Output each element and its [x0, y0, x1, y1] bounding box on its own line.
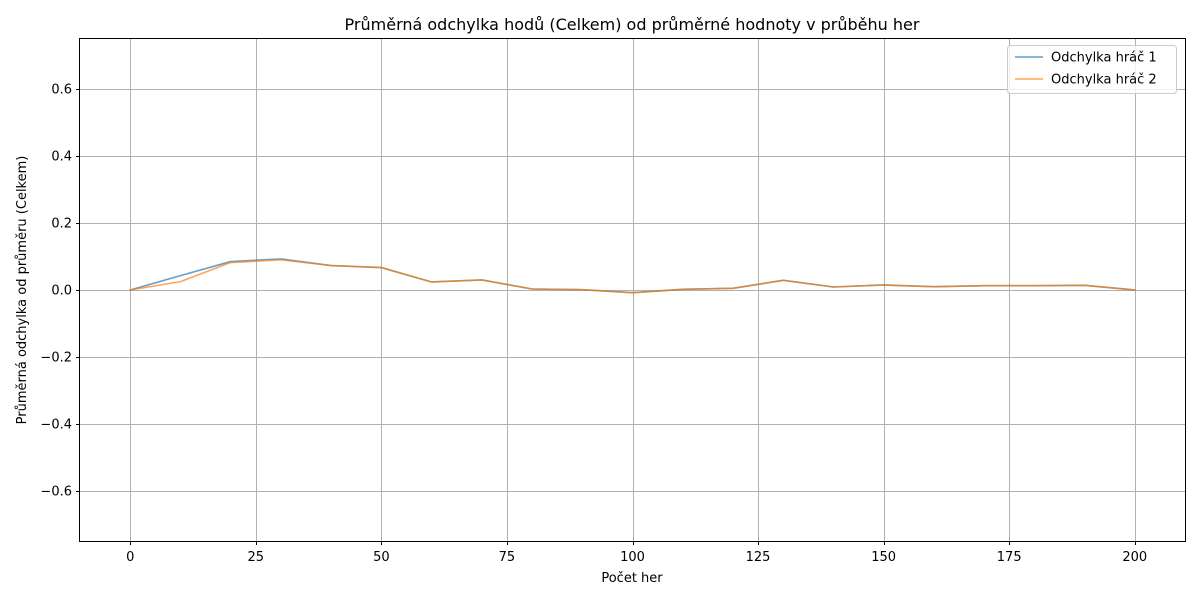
legend-box: [1007, 45, 1177, 94]
x-tick-label: 50: [373, 550, 390, 565]
x-tick-label: 100: [620, 550, 645, 565]
series-line-1: [129, 258, 1136, 294]
x-tick-label: 0: [126, 550, 134, 565]
x-tick-label: 25: [248, 550, 265, 565]
y-tick-label: −0.2: [40, 350, 72, 365]
y-tick-label: −0.6: [40, 484, 72, 499]
x-tick-label: 150: [871, 550, 896, 565]
x-axis-label: Počet her: [601, 571, 663, 586]
series-line-2: [129, 259, 1136, 294]
legend-label-2: Odchylka hráč 2: [1051, 73, 1157, 88]
y-axis-ticks: −0.6 −0.4 −0.2 0.0 0.2 0.4 0.6: [40, 83, 80, 499]
y-tick-label: 0.4: [51, 150, 72, 165]
y-tick-label: 0.6: [51, 83, 72, 98]
x-axis-ticks: 0 25 50 75 100 125 150 175 200: [126, 541, 1147, 565]
x-tick-label: 75: [499, 550, 516, 565]
y-axis-label: Průměrná odchylka od průměru (Celkem): [15, 156, 30, 425]
chart-title: Průměrná odchylka hodů (Celkem) od průmě…: [345, 15, 920, 34]
grid: [80, 39, 1185, 541]
y-tick-label: 0.2: [51, 217, 72, 232]
y-tick-label: 0.0: [51, 284, 72, 299]
x-tick-label: 125: [746, 550, 771, 565]
legend: Odchylka hráč 1 Odchylka hráč 2: [1007, 45, 1177, 94]
y-tick-label: −0.4: [40, 417, 72, 432]
x-tick-label: 200: [1122, 550, 1147, 565]
legend-label-1: Odchylka hráč 1: [1051, 51, 1157, 66]
series-lines: [129, 258, 1136, 294]
x-tick-label: 175: [997, 550, 1022, 565]
